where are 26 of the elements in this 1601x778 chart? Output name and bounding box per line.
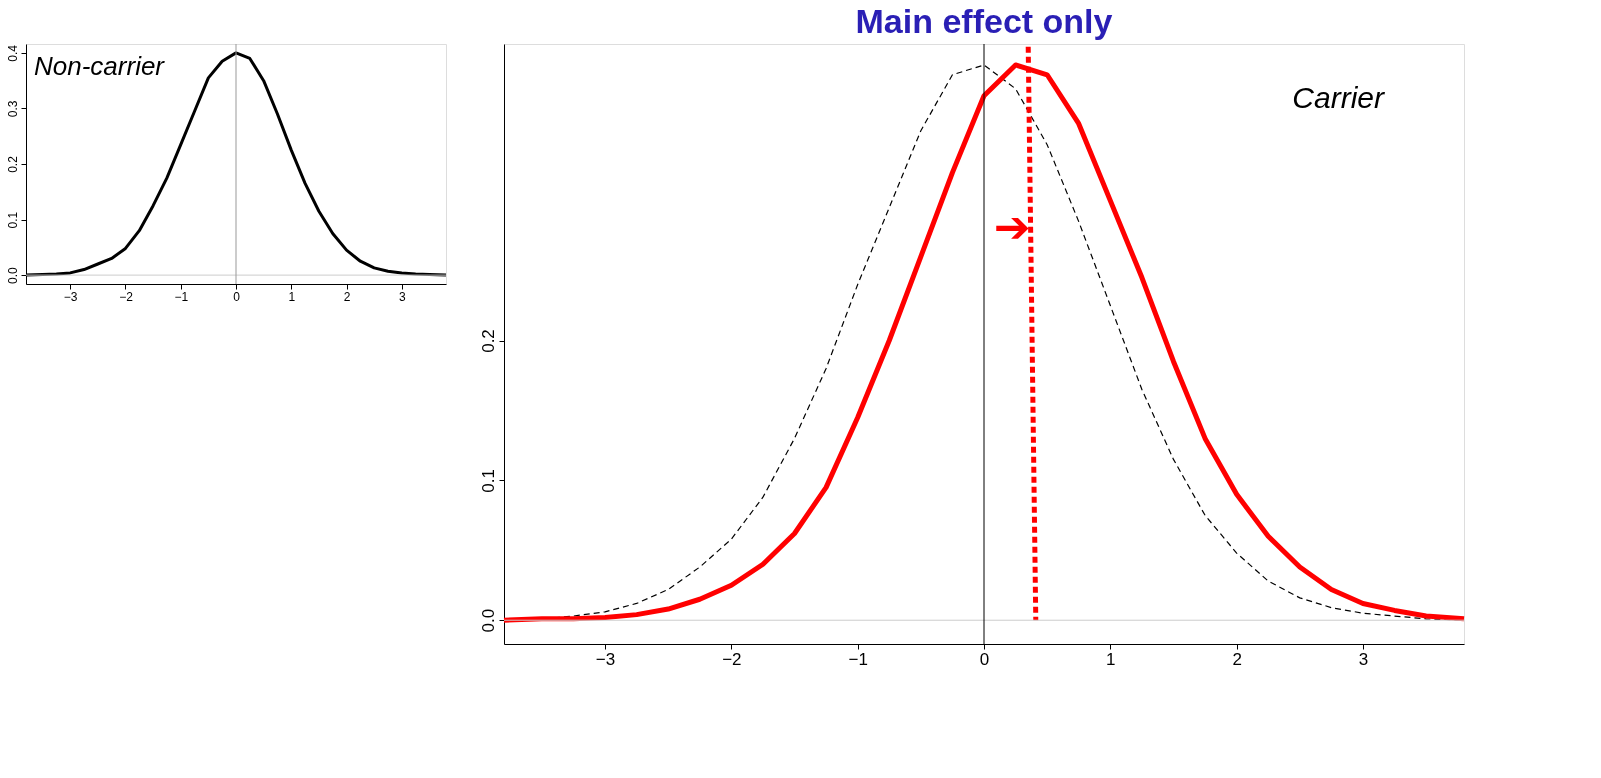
y-tick-label: 0.1 — [478, 469, 498, 493]
y-tick-label: 0.3 — [5, 100, 20, 118]
x-tick-label: −3 — [63, 289, 78, 304]
x-tick-label: 1 — [288, 289, 296, 304]
x-tick-label: 2 — [1232, 649, 1242, 669]
y-tick-label: 0.2 — [478, 329, 498, 353]
x-tick-label: 3 — [398, 289, 406, 304]
annotation: Carrier — [1292, 81, 1386, 114]
x-tick-label: 1 — [1106, 649, 1116, 669]
x-tick-label: −1 — [174, 289, 189, 304]
y-tick-label: 0.1 — [5, 211, 20, 229]
y-tick-label: 0.0 — [5, 266, 20, 284]
x-tick-label: 3 — [1358, 649, 1369, 669]
x-tick-label: −2 — [119, 289, 134, 304]
annotation: ➔ — [993, 200, 1031, 252]
x-tick-label: 2 — [343, 289, 351, 304]
x-tick-label: 0 — [979, 649, 990, 669]
y-tick-label: 0.0 — [478, 608, 498, 633]
y-tick-label: 0.2 — [5, 155, 20, 173]
x-tick-label: 0 — [233, 289, 241, 304]
x-tick-label: −2 — [722, 649, 742, 669]
y-tick-label: 0.4 — [5, 44, 20, 62]
x-tick-label: −1 — [848, 649, 868, 669]
annotation: Non-carrier — [34, 51, 166, 81]
x-tick-label: −3 — [595, 649, 616, 669]
chart-title: Main effect only — [855, 1, 1113, 40]
